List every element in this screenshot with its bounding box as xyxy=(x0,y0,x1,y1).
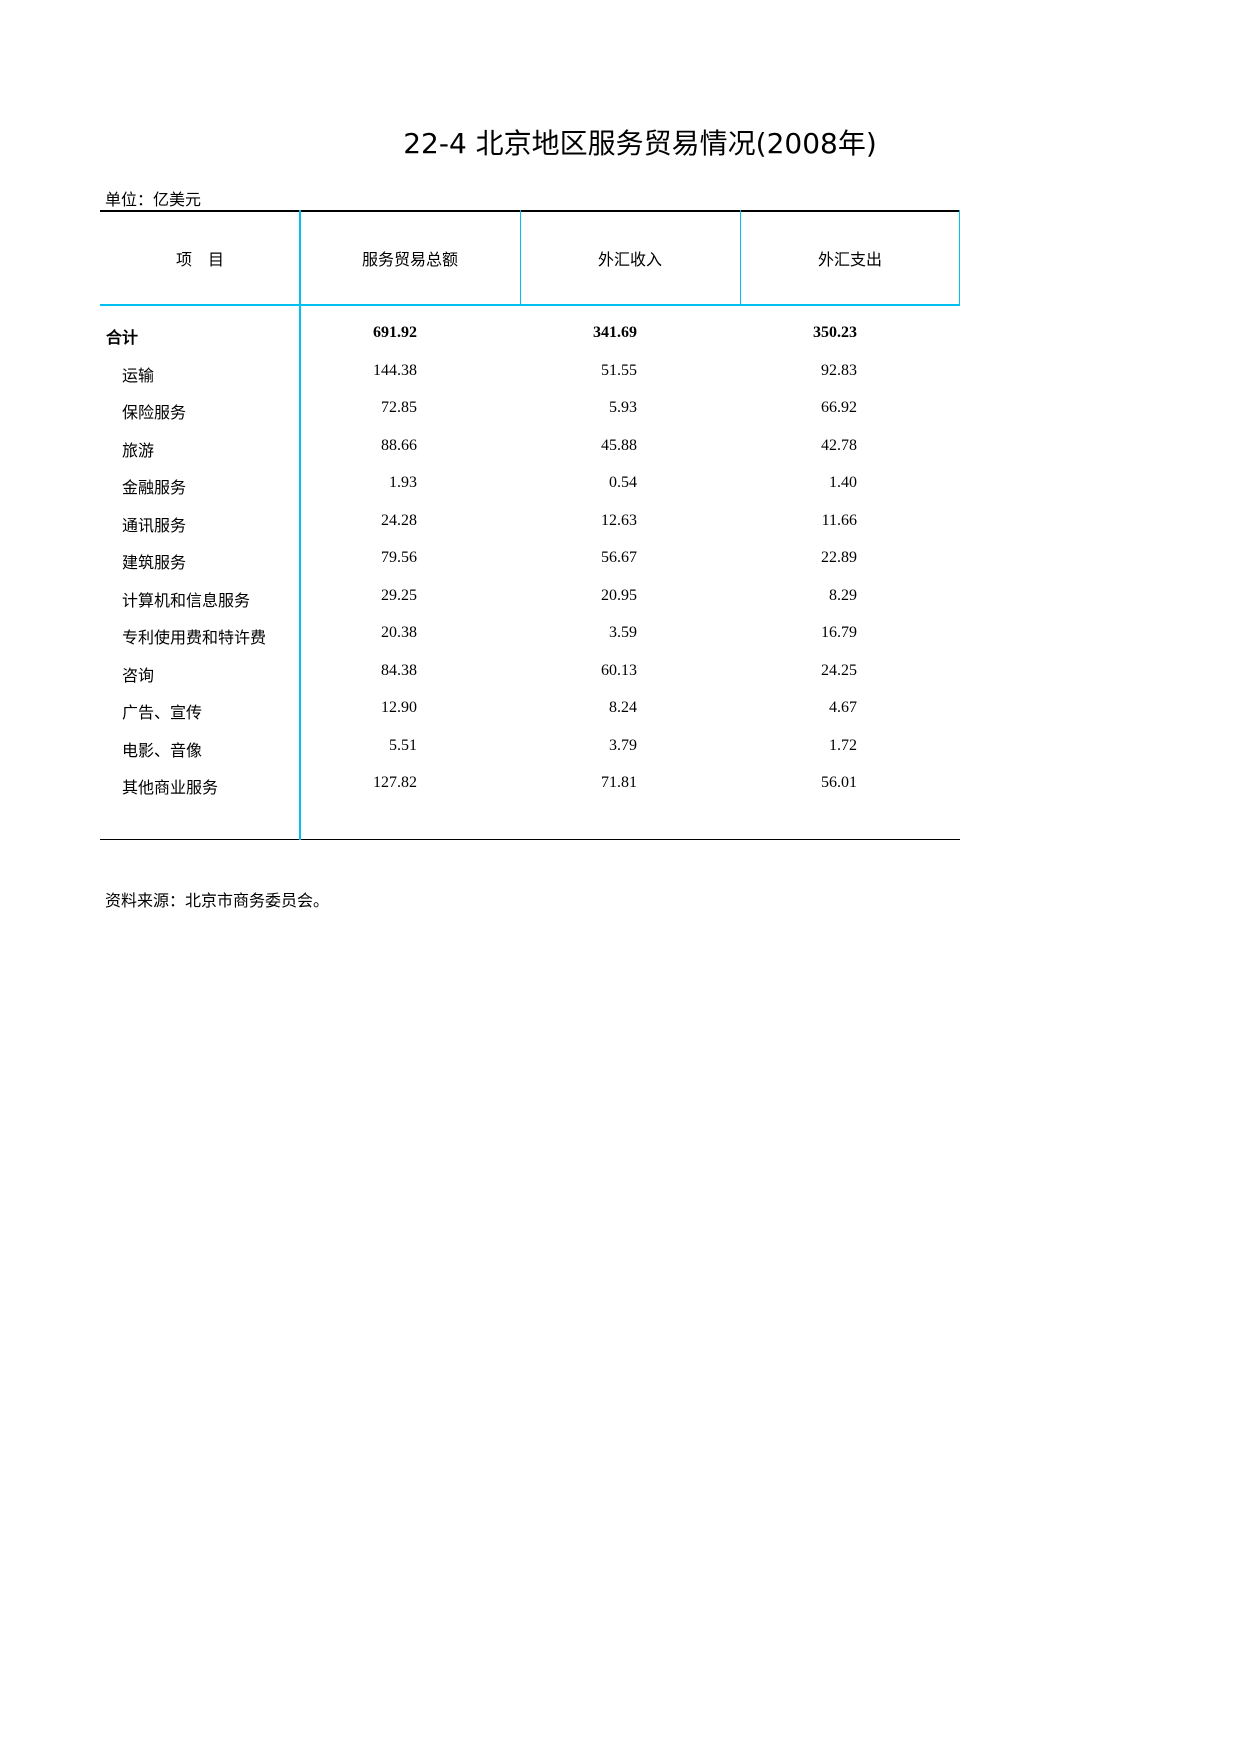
table-row: 金融服务 1.93 0.54 1.40 xyxy=(100,474,960,511)
header-rule xyxy=(100,304,960,306)
row-value: 20.95 xyxy=(601,586,637,604)
table-row: 专利使用费和特许费 20.38 3.59 16.79 xyxy=(100,624,960,661)
table-row: 建筑服务 79.56 56.67 22.89 xyxy=(100,549,960,586)
row-value: 16.79 xyxy=(821,624,857,641)
row-label: 其他商业服务 xyxy=(122,780,219,797)
page-title: 22-4 北京地区服务贸易情况(2008年) xyxy=(403,127,877,160)
table-row: 电影、音像 5.51 3.79 1.72 xyxy=(100,737,960,774)
row-label: 通讯服务 xyxy=(122,517,187,535)
row-value: 691.92 xyxy=(373,324,417,341)
row-value: 144.38 xyxy=(373,361,417,379)
header-income: 外汇收入 xyxy=(597,251,662,269)
row-value: 92.83 xyxy=(821,361,857,379)
row-value: 24.28 xyxy=(381,511,417,529)
row-label: 运输 xyxy=(122,367,155,385)
row-value: 79.56 xyxy=(381,549,417,566)
row-label: 合计 xyxy=(106,330,139,347)
row-value: 56.01 xyxy=(821,774,857,791)
row-label: 建筑服务 xyxy=(122,555,187,572)
row-label: 旅游 xyxy=(122,442,155,460)
row-value: 1.40 xyxy=(829,474,857,491)
row-label: 保险服务 xyxy=(122,405,187,422)
row-value: 350.23 xyxy=(813,324,857,341)
row-value: 341.69 xyxy=(593,324,637,341)
row-label: 咨询 xyxy=(122,667,155,685)
unit-label: 单位：亿美元 xyxy=(105,192,202,209)
row-value: 84.38 xyxy=(381,661,417,679)
row-value: 60.13 xyxy=(601,661,637,679)
row-label: 金融服务 xyxy=(122,480,187,497)
row-value: 11.66 xyxy=(821,511,857,529)
row-value: 88.66 xyxy=(381,436,417,454)
table-row: 其他商业服务 127.82 71.81 56.01 xyxy=(100,774,960,811)
total-row: 合计 691.92 341.69 350.23 xyxy=(100,324,960,361)
row-value: 3.59 xyxy=(609,624,637,641)
row-value: 71.81 xyxy=(601,774,637,791)
row-value: 45.88 xyxy=(601,436,637,454)
header-item: 项 目 xyxy=(175,251,224,269)
row-value: 56.67 xyxy=(601,549,637,566)
header-total: 服务贸易总额 xyxy=(361,251,458,269)
table-row: 旅游 88.66 45.88 42.78 xyxy=(100,437,960,474)
row-value: 51.55 xyxy=(601,361,637,379)
row-value: 42.78 xyxy=(821,436,857,454)
row-value: 5.93 xyxy=(609,399,637,416)
row-label: 电影、音像 xyxy=(122,742,203,760)
row-label: 计算机和信息服务 xyxy=(122,592,251,610)
table-row: 保险服务 72.85 5.93 66.92 xyxy=(100,399,960,436)
column-divider xyxy=(299,210,301,840)
row-value: 1.72 xyxy=(829,736,857,754)
table-row: 运输 144.38 51.55 92.83 xyxy=(100,362,960,399)
row-value: 127.82 xyxy=(373,774,417,791)
row-value: 4.67 xyxy=(829,699,857,716)
row-value: 8.29 xyxy=(829,586,857,604)
row-value: 3.79 xyxy=(609,736,637,754)
table-row: 广告、宣传 12.90 8.24 4.67 xyxy=(100,699,960,736)
source-note: 资料来源：北京市商务委员会。 xyxy=(105,893,330,910)
row-value: 66.92 xyxy=(821,399,857,416)
row-value: 22.89 xyxy=(821,549,857,566)
table-row: 计算机和信息服务 29.25 20.95 8.29 xyxy=(100,587,960,624)
row-value: 12.63 xyxy=(601,511,637,529)
column-divider xyxy=(959,210,960,305)
table-row: 通讯服务 24.28 12.63 11.66 xyxy=(100,512,960,549)
row-value: 72.85 xyxy=(381,399,417,416)
table-row: 咨询 84.38 60.13 24.25 xyxy=(100,662,960,699)
row-value: 5.51 xyxy=(389,736,417,754)
table-bottom-rule xyxy=(100,839,960,840)
column-divider xyxy=(520,210,521,305)
row-value: 24.25 xyxy=(821,661,857,679)
row-value: 0.54 xyxy=(609,474,637,491)
header-expenditure: 外汇支出 xyxy=(817,251,882,269)
data-table: 项 目 服务贸易总额 外汇收入 外汇支出 合计 691.92 341.69 350.2… xyxy=(100,210,960,840)
table-top-rule xyxy=(100,210,960,212)
row-value: 1.93 xyxy=(389,474,417,491)
row-value: 12.90 xyxy=(381,699,417,716)
row-value: 8.24 xyxy=(609,699,637,716)
row-label: 广告、宣传 xyxy=(122,705,203,722)
row-value: 20.38 xyxy=(381,624,417,641)
row-value: 29.25 xyxy=(381,586,417,604)
column-divider xyxy=(740,210,741,305)
row-label: 专利使用费和特许费 xyxy=(122,630,267,647)
